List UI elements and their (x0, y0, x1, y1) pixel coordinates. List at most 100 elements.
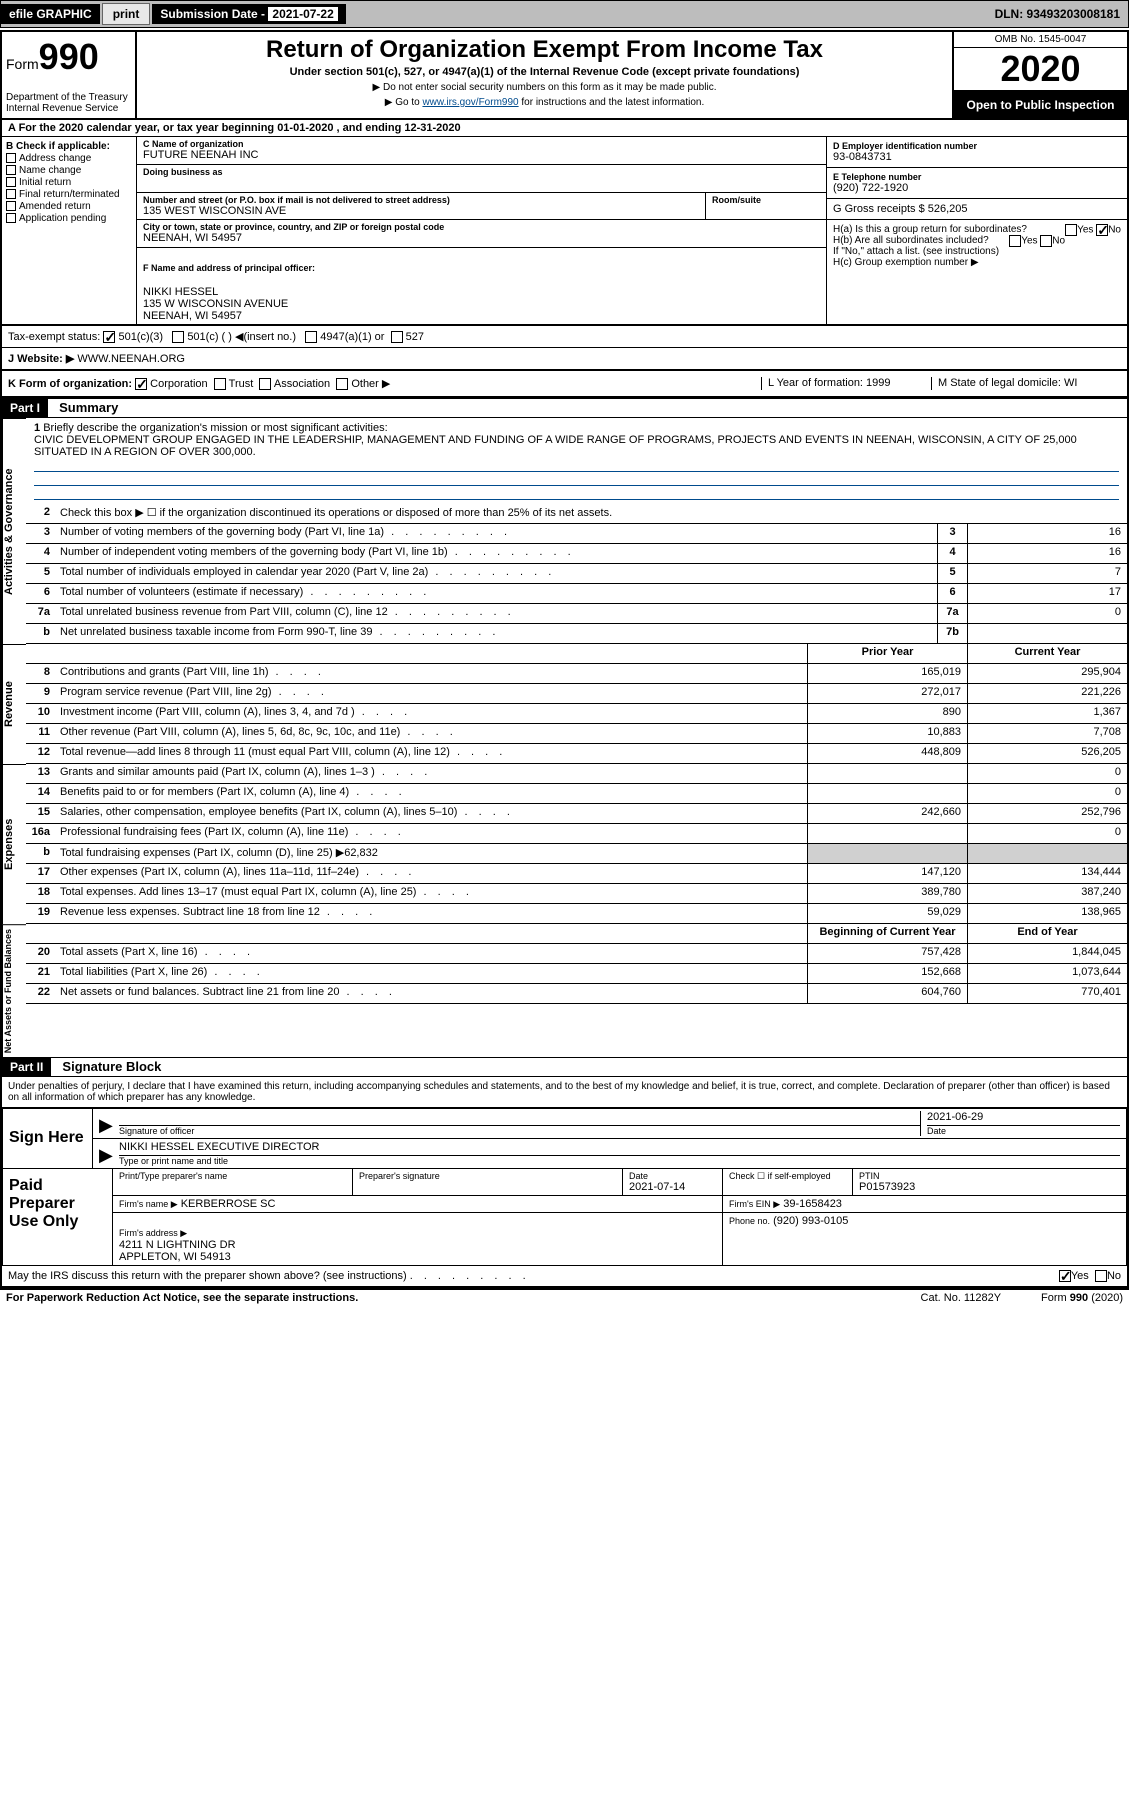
checkbox-icon[interactable] (1095, 1270, 1107, 1282)
prep-row-1: Print/Type preparer's name Preparer's si… (113, 1169, 1126, 1196)
checkbox-icon[interactable] (336, 378, 348, 390)
h-rows: H(a) Is this a group return for subordin… (827, 220, 1127, 272)
part2-title: Signature Block (54, 1059, 161, 1074)
checkbox-icon[interactable] (1065, 224, 1077, 236)
line-row: 17Other expenses (Part IX, column (A), l… (26, 864, 1127, 884)
website-label: J Website: ▶ (8, 353, 74, 365)
checkbox-icon[interactable] (6, 165, 16, 175)
checkbox-icon[interactable] (103, 331, 115, 343)
checkbox-icon[interactable] (6, 189, 16, 199)
col-cd: C Name of organization FUTURE NEENAH INC… (137, 137, 827, 324)
line-row: bNet unrelated business taxable income f… (26, 624, 1127, 644)
side-revenue: Revenue (2, 644, 26, 764)
discuss-text: May the IRS discuss this return with the… (8, 1270, 407, 1282)
checkbox-icon[interactable] (6, 201, 16, 211)
open-public-badge: Open to Public Inspection (954, 92, 1127, 118)
gross-row: G Gross receipts $ 526,205 (827, 199, 1127, 220)
rev-body: Prior Year Current Year 8Contributions a… (26, 644, 1127, 764)
checkbox-icon[interactable] (214, 378, 226, 390)
dba-row: Doing business as (137, 165, 826, 193)
cat-no: Cat. No. 11282Y (921, 1292, 1002, 1304)
street-cell: Number and street (or P.O. box if mail i… (137, 193, 706, 219)
header-right: OMB No. 1545-0047 2020 Open to Public In… (952, 32, 1127, 118)
checkbox-icon[interactable] (135, 378, 147, 390)
room-cell: Room/suite (706, 193, 826, 219)
chk-initial: Initial return (6, 177, 132, 188)
room-label: Room/suite (712, 195, 820, 205)
side-activities: Activities & Governance (2, 418, 26, 644)
prep-sig: Preparer's signature (353, 1169, 623, 1195)
goto-pre: ▶ Go to (385, 97, 423, 108)
checkbox-icon[interactable] (1040, 235, 1052, 247)
form-title: Return of Organization Exempt From Incom… (141, 36, 948, 64)
line-row: 11Other revenue (Part VIII, column (A), … (26, 724, 1127, 744)
checkbox-icon[interactable] (259, 378, 271, 390)
note-ssn: ▶ Do not enter social security numbers o… (141, 82, 948, 93)
chk-address: Address change (6, 153, 132, 164)
officer-row: F Name and address of principal officer:… (137, 248, 826, 324)
prior-year-hdr: Prior Year (807, 644, 967, 663)
line-row: 7aTotal unrelated business revenue from … (26, 604, 1127, 624)
line-row: bTotal fundraising expenses (Part IX, co… (26, 844, 1127, 864)
street-value: 135 WEST WISCONSIN AVE (143, 205, 699, 217)
org-name-label: C Name of organization (143, 139, 820, 149)
checkbox-icon[interactable] (1096, 224, 1108, 236)
checkbox-icon[interactable] (172, 331, 184, 343)
ha-row: H(a) Is this a group return for subordin… (833, 224, 1121, 235)
phone-row: E Telephone number (920) 722-1920 (827, 168, 1127, 199)
checkbox-icon[interactable] (305, 331, 317, 343)
city-value: NEENAH, WI 54957 (143, 232, 820, 244)
year-formation: L Year of formation: 1999 (761, 377, 931, 390)
form-subtitle: Under section 501(c), 527, or 4947(a)(1)… (141, 66, 948, 78)
self-employed-check: Check ☐ if self-employed (723, 1169, 853, 1195)
omb-number: OMB No. 1545-0047 (954, 32, 1127, 48)
checkbox-icon[interactable] (1009, 235, 1021, 247)
line-row: 20Total assets (Part X, line 16) . . . .… (26, 944, 1127, 964)
mission-text: CIVIC DEVELOPMENT GROUP ENGAGED IN THE L… (34, 434, 1077, 458)
mission-label: Briefly describe the organization's miss… (43, 422, 387, 434)
ptin-cell: PTIN P01573923 (853, 1169, 1126, 1195)
part1-header: Part I Summary (2, 398, 1127, 418)
prep-title: Paid Preparer Use Only (3, 1169, 113, 1265)
form-ref: Form 990 (2020) (1041, 1292, 1123, 1304)
officer-label: F Name and address of principal officer: (143, 263, 315, 273)
checkbox-icon[interactable] (1059, 1270, 1071, 1282)
expenses-block: Expenses 13Grants and similar amounts pa… (2, 764, 1127, 924)
ein-value: 93-0843731 (833, 151, 1121, 163)
sig-date: 2021-06-29 Date (920, 1111, 1120, 1136)
print-button[interactable]: print (102, 3, 151, 25)
checkbox-icon[interactable] (391, 331, 403, 343)
sub-date-value: 2021-07-22 (268, 7, 337, 21)
rule (34, 472, 1119, 486)
dept-treasury: Department of the Treasury Internal Reve… (6, 92, 131, 114)
checkbox-icon[interactable] (6, 177, 16, 187)
line-row: 16aProfessional fundraising fees (Part I… (26, 824, 1127, 844)
note-goto: ▶ Go to www.irs.gov/Form990 for instruct… (141, 97, 948, 108)
line-row: 14Benefits paid to or for members (Part … (26, 784, 1127, 804)
line-row: 18Total expenses. Add lines 13–17 (must … (26, 884, 1127, 904)
sub-date-label-text: Submission Date - (160, 7, 268, 21)
checkbox-icon[interactable] (6, 153, 16, 163)
sig-officer-row: ▶ Signature of officer 2021-06-29 Date (93, 1109, 1126, 1139)
line-row: 12Total revenue—add lines 8 through 11 (… (26, 744, 1127, 764)
checkbox-icon[interactable] (6, 213, 16, 223)
footer: For Paperwork Reduction Act Notice, see … (0, 1290, 1129, 1306)
org-name: FUTURE NEENAH INC (143, 149, 820, 161)
chk-amended: Amended return (6, 201, 132, 212)
street-label: Number and street (or P.O. box if mail i… (143, 195, 699, 205)
na-body: Beginning of Current Year End of Year 20… (26, 924, 1127, 1057)
gov-lines: 2Check this box ▶ ☐ if the organization … (26, 504, 1127, 644)
tax-year: 2020 (954, 48, 1127, 92)
pra-notice: For Paperwork Reduction Act Notice, see … (6, 1292, 358, 1304)
line-row: 22Net assets or fund balances. Subtract … (26, 984, 1127, 1004)
current-year-hdr: Current Year (967, 644, 1127, 663)
city-label: City or town, state or province, country… (143, 222, 820, 232)
org-name-row: C Name of organization FUTURE NEENAH INC (137, 137, 826, 165)
irs-link[interactable]: www.irs.gov/Form990 (422, 97, 518, 108)
prep-print-name: Print/Type preparer's name (113, 1169, 353, 1195)
line-row: 3Number of voting members of the governi… (26, 524, 1127, 544)
line-row: 2Check this box ▶ ☐ if the organization … (26, 504, 1127, 524)
paid-preparer-block: Paid Preparer Use Only Print/Type prepar… (2, 1169, 1127, 1266)
line-row: 10Investment income (Part VIII, column (… (26, 704, 1127, 724)
prep-date: Date 2021-07-14 (623, 1169, 723, 1195)
